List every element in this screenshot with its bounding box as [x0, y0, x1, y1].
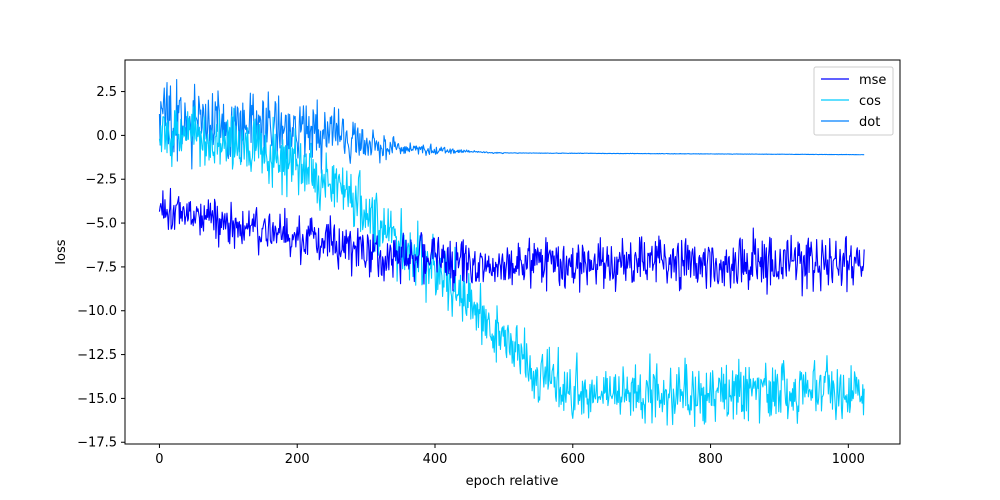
y-tick-label: −15.0: [77, 392, 117, 407]
legend-box: [813, 66, 894, 136]
x-tick-label: 1000: [832, 452, 865, 467]
series-line-cos: [158, 105, 865, 428]
y-tick-label: −5.0: [85, 217, 117, 232]
y-tick-label: −12.5: [77, 348, 117, 363]
y-tick-label: −2.5: [85, 173, 117, 188]
series-line-mse: [158, 187, 865, 297]
y-tick-label: −10.0: [77, 304, 117, 319]
series-lines: [158, 78, 865, 428]
x-axis-label: epoch relative: [466, 474, 559, 489]
x-axis: 0 200 400 600 800 1000: [155, 444, 865, 467]
y-axis: 2.5 0.0 −2.5 −5.0 −7.5 −10.0 −12.5 −15.0 −17.5: [77, 85, 125, 451]
x-tick-label: 800: [698, 452, 723, 467]
legend: mse cos dot: [813, 66, 894, 136]
x-tick-label: 600: [560, 452, 585, 467]
y-tick-label: −7.5: [85, 260, 117, 275]
x-tick-label: 400: [423, 452, 448, 467]
y-tick-label: 0.0: [96, 129, 117, 144]
legend-label-mse: mse: [859, 73, 886, 88]
x-tick-label: 0: [155, 452, 163, 467]
y-tick-label: 2.5: [96, 85, 117, 100]
legend-label-dot: dot: [859, 115, 880, 130]
plot-area-frame: [124, 59, 901, 445]
x-tick-label: 200: [285, 452, 310, 467]
y-tick-label: −17.5: [77, 436, 117, 451]
legend-label-cos: cos: [859, 94, 881, 109]
series-line-dot: [158, 78, 865, 174]
y-axis-label: loss: [54, 239, 69, 264]
